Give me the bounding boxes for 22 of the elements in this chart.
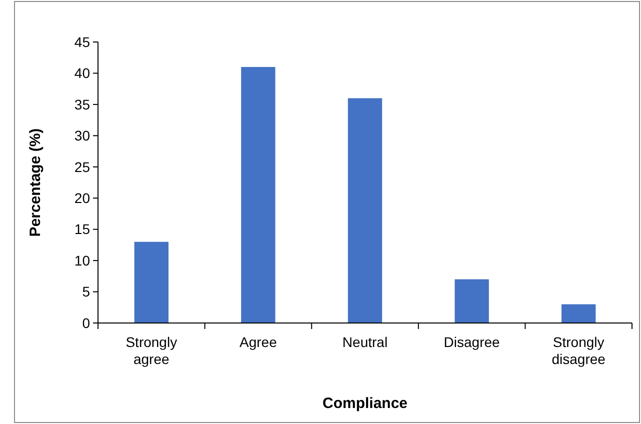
x-axis-title: Compliance bbox=[322, 395, 408, 412]
y-tick-label: 10 bbox=[74, 252, 90, 268]
y-tick-label: 0 bbox=[82, 314, 90, 331]
bar bbox=[348, 98, 382, 323]
bar bbox=[454, 279, 489, 323]
y-tick-label: 25 bbox=[74, 158, 90, 175]
x-tick-label: Neutral bbox=[342, 334, 388, 350]
y-tick-label: 30 bbox=[74, 128, 90, 144]
y-axis-title: Percentage (%) bbox=[27, 128, 44, 237]
x-tick-label: Strongly agree bbox=[126, 334, 178, 367]
x-tick-label: Disagree bbox=[444, 334, 500, 350]
y-tick-label: 40 bbox=[74, 65, 90, 82]
bar bbox=[134, 242, 168, 323]
y-tick-label: 35 bbox=[74, 96, 90, 112]
bar bbox=[562, 304, 596, 323]
y-tick-label: 20 bbox=[74, 190, 90, 206]
x-tick-label: Agree bbox=[240, 334, 278, 350]
x-tick-label: Strongly disagree bbox=[552, 334, 606, 367]
y-tick-label: 5 bbox=[82, 284, 90, 300]
y-tick-label: 15 bbox=[74, 221, 90, 238]
y-tick-label: 45 bbox=[74, 34, 90, 50]
bar bbox=[241, 66, 276, 323]
